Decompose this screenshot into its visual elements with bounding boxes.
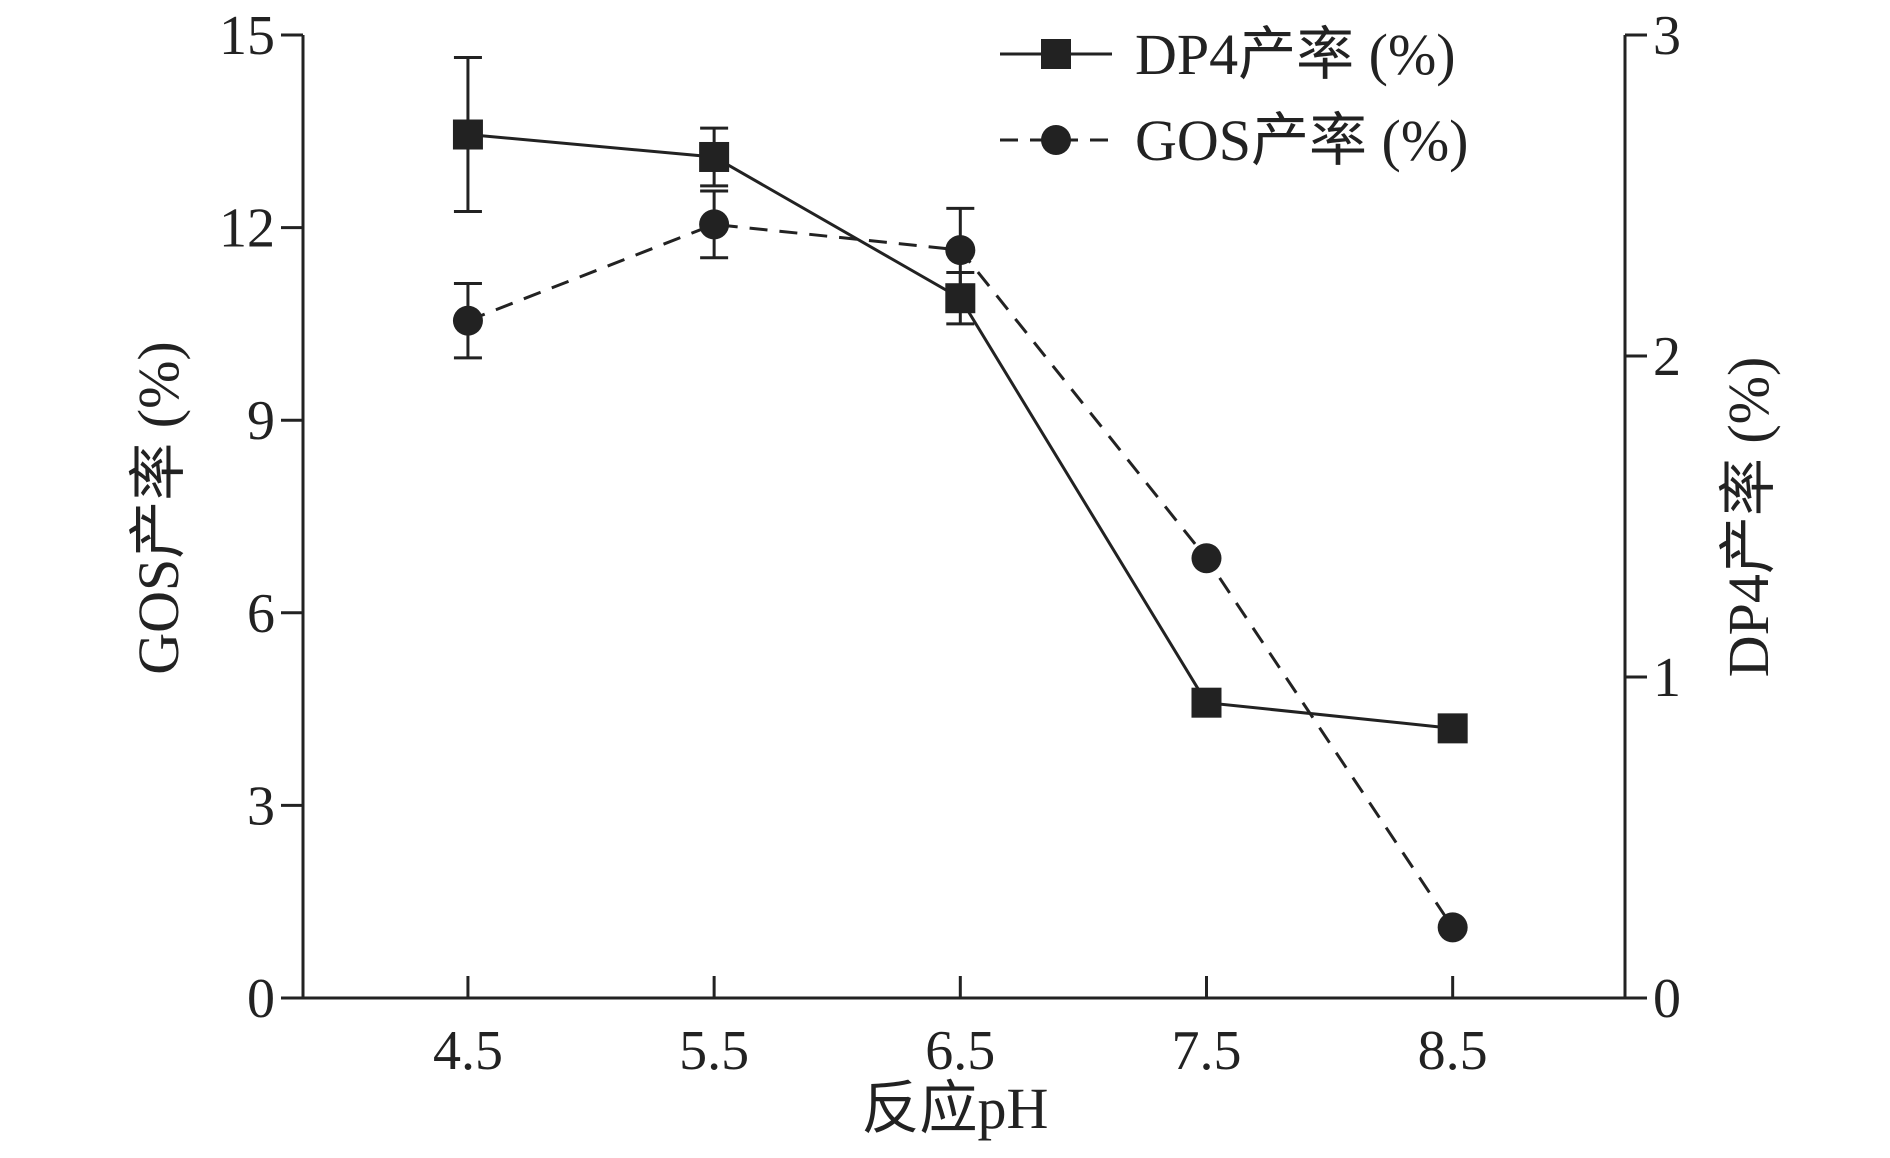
data-point-square (1437, 713, 1468, 744)
y-axis-title-right: DP4产率 (%) (1716, 357, 1781, 678)
y-tick-label-right: 2 (1653, 326, 1681, 388)
y-tick-label-left: 15 (219, 5, 275, 67)
data-point-square (945, 283, 976, 314)
y-tick-label-right: 1 (1653, 647, 1681, 709)
data-point-square (699, 141, 730, 172)
axes (301, 35, 1627, 1000)
y-tick-label-left: 0 (247, 968, 275, 1030)
data-point-circle (945, 235, 976, 266)
legend: DP4产率 (%) GOS产率 (%) (1000, 22, 1468, 173)
y-tick-label-right: 3 (1653, 5, 1681, 67)
data-point-square (452, 119, 483, 150)
y-tick-label-left: 9 (247, 390, 275, 452)
data-point-circle (1437, 912, 1468, 943)
y-tick-label-left: 6 (247, 583, 275, 645)
series-layer (452, 55, 1468, 943)
x-tick-label: 4.5 (433, 1020, 503, 1082)
x-tick-label: 7.5 (1171, 1020, 1241, 1082)
legend-marker-square (1041, 39, 1071, 69)
x-axis-title: 反应pH (862, 1076, 1049, 1141)
x-tick-label: 5.5 (679, 1020, 749, 1082)
data-point-circle (699, 209, 730, 240)
data-point-square (1191, 687, 1222, 718)
data-point-circle (452, 305, 483, 336)
data-point-circle (1191, 543, 1222, 574)
y-tick-label-right: 0 (1653, 968, 1681, 1030)
series-line-gos (467, 222, 1454, 929)
y-axis-title-left: GOS产率 (%) (126, 341, 191, 674)
legend-label: GOS产率 (%) (1135, 108, 1468, 173)
y-tick-label-left: 12 (219, 198, 275, 260)
y-tick-label-left: 3 (247, 775, 275, 837)
legend-label: DP4产率 (%) (1135, 22, 1456, 87)
legend-marker-circle (1041, 125, 1071, 155)
x-tick-label: 8.5 (1418, 1020, 1488, 1082)
x-tick-label: 6.5 (925, 1020, 995, 1082)
